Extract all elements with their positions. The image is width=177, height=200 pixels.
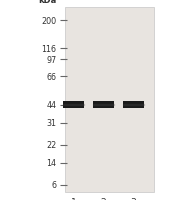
Text: 1: 1 [71,197,76,200]
Bar [124,102,144,108]
Bar [93,102,114,108]
Text: 66: 66 [47,73,57,81]
Text: 200: 200 [42,17,57,25]
Text: 6: 6 [52,181,57,189]
Text: 14: 14 [47,159,57,167]
Text: 3: 3 [131,197,136,200]
Bar [65,8,154,192]
Text: 44: 44 [47,101,57,109]
Bar [63,102,84,108]
Text: 97: 97 [46,56,57,64]
Text: 116: 116 [42,45,57,53]
Text: 31: 31 [47,119,57,127]
Text: kDa: kDa [38,0,57,5]
Text: 22: 22 [46,141,57,149]
Text: 2: 2 [101,197,106,200]
